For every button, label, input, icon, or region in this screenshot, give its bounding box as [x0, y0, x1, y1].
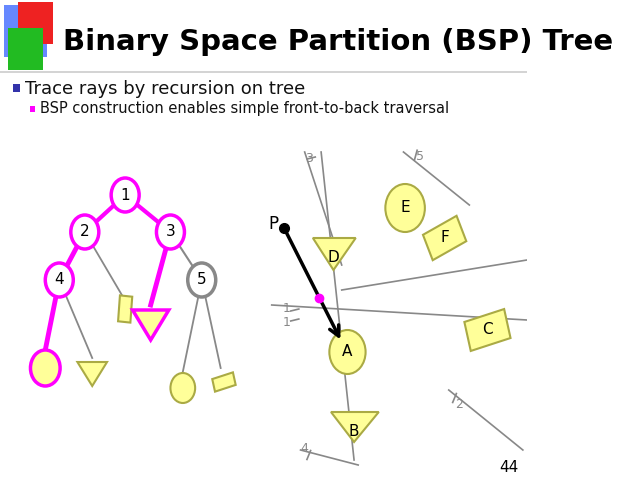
Polygon shape: [132, 310, 169, 340]
Text: Binary Space Partition (BSP) Tree: Binary Space Partition (BSP) Tree: [63, 28, 612, 56]
Bar: [13, 84, 20, 92]
Text: Trace rays by recursion on tree: Trace rays by recursion on tree: [25, 80, 305, 98]
Bar: [8, 28, 43, 70]
Circle shape: [330, 330, 365, 374]
Circle shape: [188, 263, 216, 297]
Text: C: C: [482, 323, 493, 337]
Text: BSP construction enables simple front-to-back traversal: BSP construction enables simple front-to…: [40, 101, 449, 117]
Text: P: P: [268, 215, 278, 233]
Circle shape: [31, 350, 60, 386]
Circle shape: [71, 215, 99, 249]
Text: 44: 44: [499, 460, 518, 476]
Circle shape: [385, 184, 425, 232]
Text: F: F: [440, 230, 449, 245]
Circle shape: [156, 215, 184, 249]
Text: B: B: [349, 424, 359, 440]
Text: 5: 5: [197, 273, 207, 288]
Text: 1: 1: [120, 188, 130, 203]
Circle shape: [111, 178, 139, 212]
Text: 3: 3: [305, 152, 313, 165]
Polygon shape: [313, 238, 356, 270]
Polygon shape: [77, 362, 107, 386]
Bar: [29, 106, 35, 112]
Polygon shape: [331, 412, 379, 442]
Bar: [4, 5, 47, 57]
Text: 2: 2: [456, 397, 463, 410]
Text: 3: 3: [166, 225, 175, 240]
Bar: [18, 2, 52, 44]
Text: 4: 4: [54, 273, 64, 288]
Polygon shape: [465, 309, 511, 351]
Text: 5: 5: [416, 149, 424, 163]
Text: A: A: [342, 345, 353, 360]
Polygon shape: [212, 372, 236, 392]
Text: 4: 4: [301, 442, 308, 455]
Circle shape: [45, 263, 74, 297]
Polygon shape: [423, 216, 467, 260]
Circle shape: [170, 373, 195, 403]
Text: 1: 1: [283, 301, 291, 314]
Polygon shape: [118, 295, 132, 323]
Text: 1: 1: [283, 316, 291, 329]
Text: D: D: [328, 251, 339, 265]
Text: E: E: [400, 201, 410, 216]
Text: 2: 2: [80, 225, 90, 240]
